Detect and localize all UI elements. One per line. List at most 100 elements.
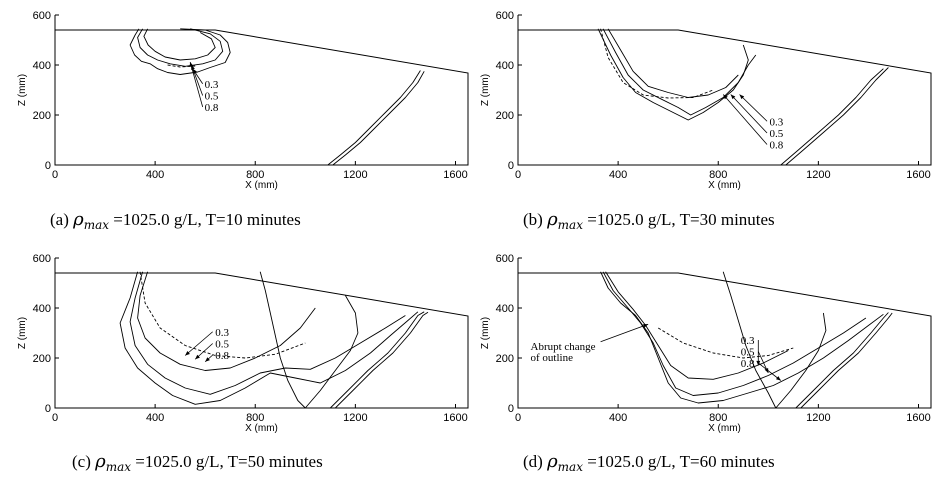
- y-tick-label: 600: [496, 253, 514, 265]
- x-tick-label: 1600: [906, 412, 930, 424]
- y-axis-label: Z (mm): [480, 317, 491, 349]
- domain-outline: [54, 272, 469, 409]
- contour-line: [657, 327, 794, 359]
- contour-label: 0.3: [741, 335, 755, 347]
- contour-line: [602, 28, 757, 116]
- y-tick-label: 400: [33, 60, 51, 72]
- y-tick-label: 0: [45, 160, 51, 172]
- panel-caption: (a) ρmax =1025.0 g/L, T=10 minutes: [50, 209, 301, 232]
- contour-line: [129, 28, 231, 75]
- panel-d: 0 400 800 1200 1600 0 200 400 600 X (mm) Z (mm) 0.3…: [480, 253, 932, 474]
- y-tick-label: 200: [496, 353, 514, 365]
- arrow-head: [195, 354, 200, 360]
- y-tick-label: 600: [33, 253, 51, 265]
- x-tick-label: 400: [146, 412, 164, 424]
- arrow-head: [185, 351, 190, 356]
- contour-line: [137, 271, 316, 371]
- x-tick-label: 800: [709, 169, 727, 181]
- x-tick-label: 800: [246, 412, 264, 424]
- arrow-head: [756, 360, 761, 366]
- contour-line: [597, 28, 749, 121]
- x-tick-label: 400: [609, 169, 627, 181]
- arrow-head: [189, 62, 194, 67]
- y-tick-label: 200: [496, 110, 514, 122]
- contour-line: [605, 271, 789, 380]
- contour-line: [722, 271, 777, 409]
- panel-caption: (b) ρmax =1025.0 g/L, T=30 minutes: [523, 209, 775, 232]
- contour-line: [334, 311, 429, 409]
- domain-outline: [517, 272, 932, 409]
- x-axis-label: X (mm): [245, 423, 278, 434]
- contour-line: [795, 312, 889, 409]
- x-tick-label: 1200: [806, 412, 830, 424]
- panel-a: 0 400 800 1200 1600 0 200 400 600 X (mm) Z (mm) 0.3…: [17, 10, 469, 232]
- contour-line: [800, 312, 893, 409]
- domain-outline: [517, 29, 932, 166]
- contour-label: 0.3: [215, 327, 229, 339]
- x-tick-label: 0: [52, 169, 58, 181]
- contour-line: [607, 28, 739, 98]
- contour-line: [600, 28, 714, 99]
- arrow-head: [205, 357, 210, 362]
- contour-label: 0.8: [770, 140, 784, 152]
- y-tick-label: 600: [33, 10, 51, 22]
- arrow-head: [723, 94, 728, 100]
- contour-label: 0.3: [770, 116, 784, 128]
- contour-label: of outline: [531, 352, 574, 364]
- arrow-head: [775, 376, 781, 381]
- leader-line: [730, 94, 768, 134]
- leader-line: [722, 94, 768, 145]
- domain-outline: [54, 29, 469, 166]
- y-tick-label: 0: [508, 403, 514, 415]
- panel-caption: (d) ρmax =1025.0 g/L, T=60 minutes: [523, 451, 775, 474]
- y-tick-label: 200: [33, 110, 51, 122]
- leader-line: [758, 362, 782, 381]
- x-tick-label: 800: [709, 412, 727, 424]
- y-axis-label: Z (mm): [17, 317, 28, 349]
- y-tick-label: 400: [33, 303, 51, 315]
- contour-line: [304, 295, 359, 409]
- x-tick-label: 1200: [343, 412, 367, 424]
- arrow-head: [764, 368, 769, 373]
- contour-line: [785, 67, 889, 166]
- y-axis-label: Z (mm): [480, 74, 491, 106]
- x-tick-label: 400: [146, 169, 164, 181]
- leader-line: [189, 61, 204, 108]
- contour-line: [332, 71, 425, 166]
- contour-line: [139, 271, 306, 359]
- x-axis-label: X (mm): [245, 180, 278, 191]
- y-axis-label: Z (mm): [17, 74, 28, 106]
- x-tick-label: 400: [609, 412, 627, 424]
- x-tick-label: 1200: [806, 169, 830, 181]
- arrow-head: [730, 94, 736, 100]
- x-tick-label: 1200: [343, 169, 367, 181]
- contour-label: 0.5: [770, 128, 784, 140]
- y-tick-label: 200: [33, 353, 51, 365]
- panel-b: 0 400 800 1200 1600 0 200 400 600 X (mm) Z (mm) 0.3…: [480, 10, 932, 232]
- contour-label: 0.8: [205, 102, 219, 114]
- leader-line: [600, 323, 649, 343]
- arrow-head: [643, 324, 649, 328]
- x-tick-label: 800: [246, 169, 264, 181]
- x-tick-label: 1600: [443, 169, 467, 181]
- y-tick-label: 400: [496, 303, 514, 315]
- x-tick-label: 0: [515, 169, 521, 181]
- contour-label: 0.8: [741, 358, 755, 370]
- leader-line: [184, 331, 213, 356]
- contour-line: [143, 28, 216, 61]
- panel-c: 0 400 800 1200 1600 0 200 400 600 X (mm) Z (mm) 0.3…: [17, 253, 469, 474]
- y-tick-label: 0: [508, 160, 514, 172]
- contour-line: [119, 271, 419, 405]
- x-axis-label: X (mm): [708, 180, 741, 191]
- leader-line: [739, 94, 768, 122]
- contour-line: [602, 271, 867, 396]
- arrow-head: [739, 94, 745, 100]
- contour-label: 0.8: [215, 350, 229, 362]
- contour-label: 0.5: [741, 347, 755, 359]
- contour-line: [259, 271, 306, 409]
- leader-line: [191, 64, 204, 96]
- x-axis-label: X (mm): [708, 423, 741, 434]
- contour-label: 0.5: [215, 339, 229, 351]
- x-tick-label: 0: [515, 412, 521, 424]
